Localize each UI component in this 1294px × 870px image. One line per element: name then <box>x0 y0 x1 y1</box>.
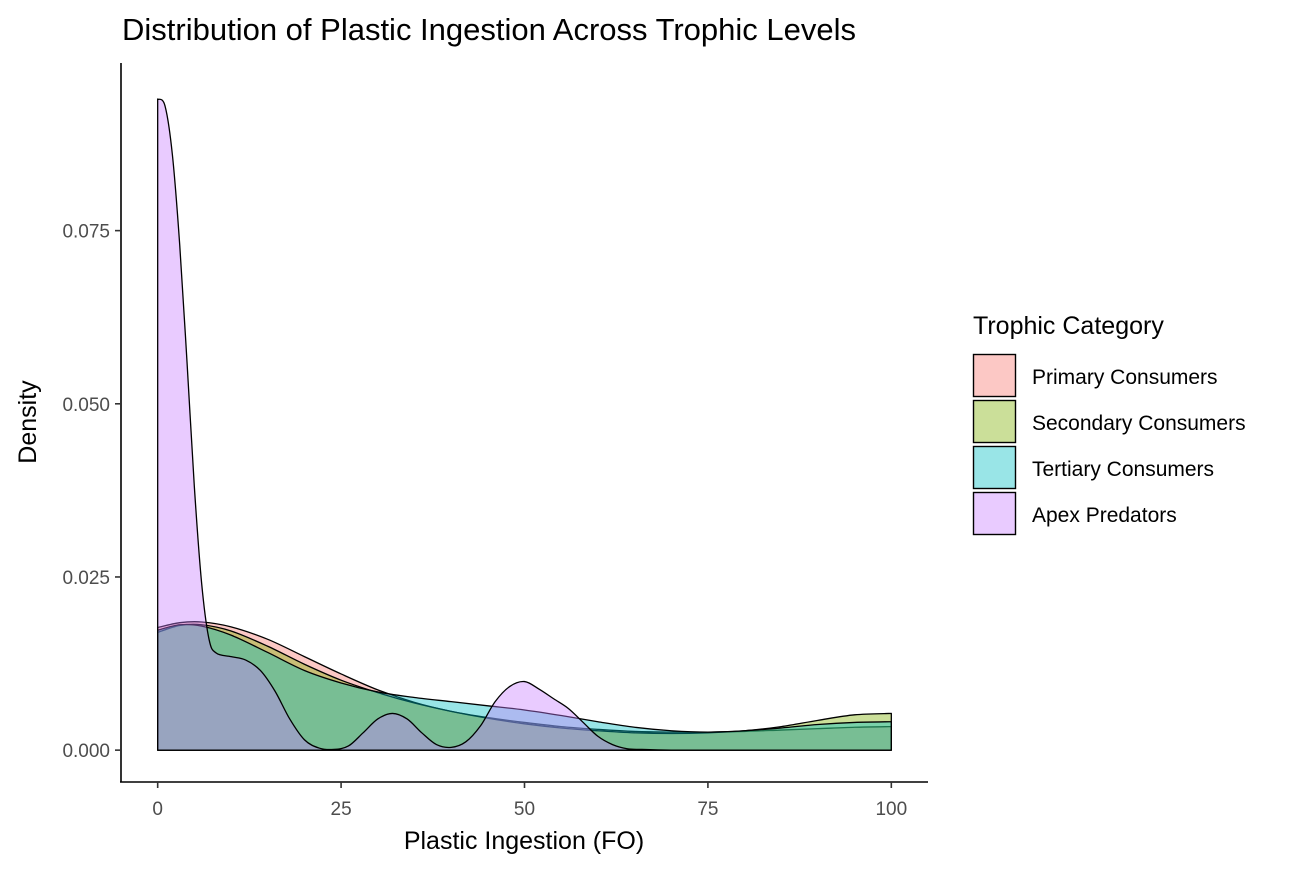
legend-item-tertiary-consumers: Tertiary Consumers <box>972 445 1214 490</box>
legend-key-background <box>973 446 1016 489</box>
legend-key-tertiary-consumers <box>972 445 1017 490</box>
y-axis-title: Density <box>14 380 42 464</box>
chart-title: Distribution of Plastic Ingestion Across… <box>122 12 856 47</box>
y-tick-label: 0.000 <box>62 741 110 762</box>
series-layer <box>157 98 892 751</box>
legend-label-tertiary-consumers: Tertiary Consumers <box>1032 458 1214 481</box>
x-axis-title: Plastic Ingestion (FO) <box>404 827 644 855</box>
legend-label-secondary-consumers: Secondary Consumers <box>1032 412 1246 435</box>
density-area-secondary-consumers <box>157 623 892 751</box>
y-tick-label: 0.050 <box>62 395 110 416</box>
legend-key-background <box>973 492 1016 535</box>
legend-item-apex-predators: Apex Predators <box>972 491 1177 536</box>
density-area-primary-consumers <box>157 621 892 751</box>
y-axis-ticks: 0.000 0.025 0.050 0.075 <box>62 222 121 762</box>
x-tick-label: 75 <box>697 799 718 820</box>
y-tick-label: 0.075 <box>62 222 110 243</box>
legend-label-primary-consumers: Primary Consumers <box>1032 366 1218 389</box>
legend-items: Primary Consumers Secondary Consumers Tert… <box>972 353 1246 536</box>
x-axis-ticks: 0 25 50 75 100 <box>152 782 907 820</box>
legend-label-apex-predators: Apex Predators <box>1032 504 1177 527</box>
legend-title: Trophic Category <box>973 312 1164 340</box>
legend-key-background <box>973 354 1016 397</box>
legend-key-primary-consumers <box>972 353 1017 398</box>
density-area-apex-predators <box>157 98 892 751</box>
y-tick-label: 0.025 <box>62 568 110 589</box>
legend-key-apex-predators <box>972 491 1017 536</box>
legend-item-secondary-consumers: Secondary Consumers <box>972 399 1246 444</box>
x-tick-label: 50 <box>514 799 535 820</box>
legend-key-background <box>973 400 1016 443</box>
legend-key-secondary-consumers <box>972 399 1017 444</box>
legend-item-primary-consumers: Primary Consumers <box>972 353 1218 398</box>
x-tick-label: 25 <box>331 799 352 820</box>
density-area-tertiary-consumers <box>157 623 892 751</box>
x-tick-label: 0 <box>152 799 163 820</box>
x-tick-label: 100 <box>875 799 907 820</box>
legend: Trophic Category Primary Consumers Second… <box>972 312 1246 536</box>
